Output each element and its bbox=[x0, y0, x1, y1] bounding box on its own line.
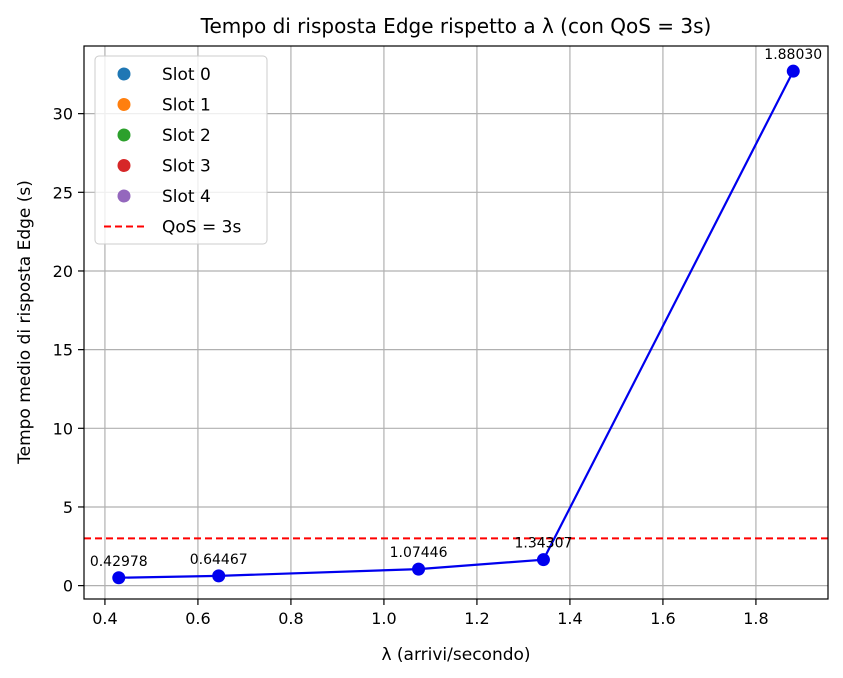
y-tick-label: 20 bbox=[53, 262, 73, 281]
y-tick-label: 15 bbox=[53, 341, 73, 360]
legend-label: Slot 1 bbox=[162, 96, 211, 116]
legend-label: QoS = 3s bbox=[162, 218, 241, 238]
legend-label: Slot 4 bbox=[162, 187, 211, 207]
plot-frame bbox=[83, 45, 829, 600]
data-point bbox=[112, 571, 126, 585]
data-point bbox=[536, 553, 550, 567]
series-layer bbox=[112, 64, 800, 585]
legend-marker bbox=[117, 67, 131, 81]
legend-label: Slot 0 bbox=[162, 65, 211, 85]
x-tick-label: 0.6 bbox=[185, 609, 210, 628]
point-label: 1.07446 bbox=[390, 545, 448, 561]
point-label: 0.64467 bbox=[190, 552, 248, 568]
y-axis-ticks: 0 5 10 15 20 25 30 bbox=[53, 105, 84, 596]
x-tick-label: 1.0 bbox=[371, 609, 396, 628]
y-tick-label: 5 bbox=[63, 498, 73, 517]
grid bbox=[84, 46, 828, 599]
y-tick-label: 0 bbox=[63, 577, 73, 596]
x-tick-label: 0.4 bbox=[92, 609, 117, 628]
legend-marker bbox=[117, 159, 131, 172]
legend-marker bbox=[117, 128, 131, 142]
legend: Slot 0 Slot 1 Slot 2 Slot 3 Slot 4 QoS = 3s bbox=[94, 55, 268, 245]
legend-box bbox=[94, 55, 268, 245]
x-axis-label: λ (arrivi/secondo) bbox=[381, 645, 530, 665]
legend-marker bbox=[117, 98, 131, 111]
x-axis-ticks: 0.4 0.6 0.8 1.0 1.2 1.4 1.6 1.8 bbox=[92, 599, 769, 628]
legend-marker bbox=[117, 189, 131, 203]
data-point bbox=[412, 562, 426, 576]
x-tick-label: 1.4 bbox=[557, 609, 582, 628]
legend-items: Slot 0 Slot 1 Slot 2 Slot 3 Slot 4 QoS = 3s bbox=[104, 65, 241, 238]
point-label: 0.42978 bbox=[90, 554, 148, 570]
chart-title: Tempo di risposta Edge rispetto a λ (con… bbox=[200, 14, 712, 38]
x-tick-label: 1.6 bbox=[650, 609, 675, 628]
point-label: 1.34307 bbox=[514, 536, 572, 552]
x-tick-label: 1.8 bbox=[743, 609, 768, 628]
x-tick-label: 0.8 bbox=[278, 609, 303, 628]
y-axis-label: Tempo medio di risposta Edge (s) bbox=[15, 180, 35, 465]
x-tick-label: 1.2 bbox=[464, 609, 489, 628]
point-label: 1.88030 bbox=[764, 47, 822, 63]
y-tick-label: 25 bbox=[53, 183, 73, 202]
point-labels-layer: 0.42978 0.64467 1.07446 1.34307 1.88030 bbox=[90, 47, 822, 570]
data-point bbox=[212, 569, 226, 583]
data-point bbox=[786, 64, 800, 78]
legend-label: Slot 3 bbox=[162, 157, 211, 177]
y-tick-label: 30 bbox=[53, 105, 73, 124]
legend-label: Slot 2 bbox=[162, 126, 211, 146]
y-tick-label: 10 bbox=[53, 419, 73, 438]
